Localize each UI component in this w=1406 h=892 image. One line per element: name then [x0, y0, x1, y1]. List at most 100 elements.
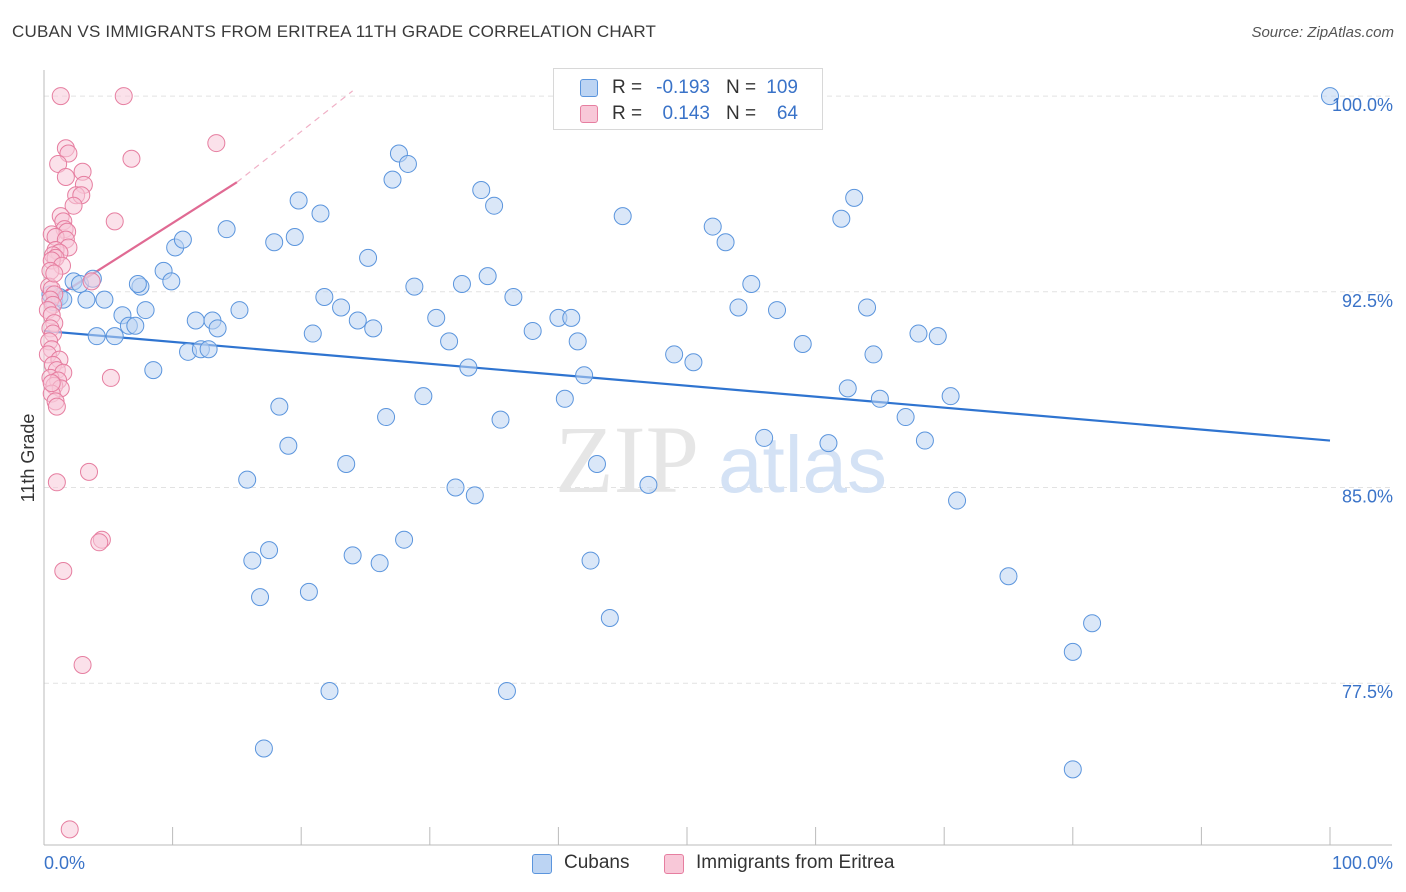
bottom-legend-swatch-cubans — [532, 854, 552, 874]
cuban-point — [819, 434, 838, 453]
chart-title: CUBAN VS IMMIGRANTS FROM ERITREA 11TH GR… — [12, 22, 657, 41]
watermark-atlas: atlas — [718, 420, 887, 509]
cuban-point — [162, 272, 181, 291]
eritrea-point — [73, 655, 92, 674]
y-tick-label: 77.5% — [1342, 682, 1393, 702]
cuban-point — [186, 311, 205, 330]
cuban-point — [1063, 642, 1082, 661]
cuban-point — [128, 274, 147, 293]
cuban-point — [600, 608, 619, 627]
cuban-point — [337, 455, 356, 474]
cuban-point — [87, 327, 106, 346]
cuban-point — [568, 332, 587, 351]
cuban-point — [289, 191, 308, 210]
cuban-point — [870, 389, 889, 408]
legend-r-label: R = — [612, 103, 643, 124]
x-tick-label: 100.0% — [1332, 853, 1393, 873]
cuban-point — [465, 486, 484, 505]
eritrea-trend-extension — [236, 90, 354, 183]
cuban-point — [265, 233, 284, 252]
legend-n-label: N = — [726, 77, 757, 98]
cuban-point — [217, 220, 236, 239]
cuban-point — [414, 387, 433, 406]
cuban-point — [126, 316, 145, 335]
cuban-point — [1321, 87, 1339, 106]
eritrea-point — [82, 272, 101, 291]
cuban-point — [729, 298, 748, 317]
cuban-point — [948, 491, 967, 510]
cuban-point — [136, 301, 155, 320]
cuban-point — [95, 290, 114, 309]
eritrea-point — [47, 473, 66, 492]
cuban-point — [285, 228, 304, 247]
cuban-point — [523, 321, 542, 340]
cuban-point — [446, 478, 465, 497]
cuban-point — [896, 408, 915, 427]
cuban-point — [832, 209, 851, 228]
cuban-point — [105, 327, 124, 346]
cuban-point — [199, 340, 218, 359]
cuban-point — [497, 682, 516, 701]
eritrea-point — [80, 462, 99, 481]
eritrea-point — [56, 167, 75, 186]
cuban-point — [581, 551, 600, 570]
cuban-point — [684, 353, 703, 372]
cuban-point — [459, 358, 478, 377]
cuban-point — [383, 170, 402, 189]
cuban-point — [230, 301, 249, 320]
cuban-point — [999, 567, 1018, 586]
labels-layer: 77.5% 85.0% 92.5% 100.0% 0.0% 100.0% — [44, 95, 1393, 873]
cuban-point — [485, 196, 504, 215]
legend-row-cubans: R = -0.193 N = 109 — [554, 75, 822, 101]
y-tick-label: 85.0% — [1342, 487, 1393, 507]
cuban-point — [1083, 614, 1102, 633]
cuban-point — [359, 248, 378, 267]
legend-n-label: N = — [726, 103, 757, 124]
bottom-legend-label: Cubans — [564, 852, 630, 873]
legend-row-eritrea: R = 0.143 N = 64 — [554, 101, 822, 127]
cuban-point — [478, 267, 497, 286]
cuban-point — [703, 217, 722, 236]
cuban-point — [370, 554, 389, 573]
grid-layer — [44, 95, 1392, 684]
eritrea-point — [64, 196, 83, 215]
cuban-point — [555, 389, 574, 408]
eritrea-point — [51, 87, 70, 106]
cuban-trend-line — [43, 329, 1331, 442]
eritrea-point — [60, 820, 79, 839]
cuban-point — [472, 181, 491, 200]
eritrea-point — [42, 374, 61, 393]
cuban-point — [260, 541, 279, 560]
cuban-point — [311, 204, 330, 223]
points-layer — [38, 87, 1339, 839]
cuban-point — [243, 551, 262, 570]
eritrea-point — [54, 562, 73, 581]
cuban-point — [348, 311, 367, 330]
cuban-point — [587, 455, 606, 474]
cuban-point — [77, 290, 96, 309]
trend-layer — [43, 90, 1331, 442]
cuban-point — [575, 366, 594, 385]
cuban-point — [398, 154, 417, 173]
eritrea-point — [90, 533, 109, 552]
cuban-point — [915, 431, 934, 450]
axes-layer — [43, 70, 1392, 846]
y-tick-label: 100.0% — [1332, 95, 1393, 115]
eritrea-point — [47, 397, 66, 416]
cuban-point — [845, 188, 864, 207]
legend-r-label: R = — [612, 77, 643, 98]
eritrea-point — [114, 87, 133, 106]
cuban-point — [1063, 760, 1082, 779]
cuban-point — [768, 301, 787, 320]
cuban-point — [491, 410, 510, 429]
legend-n-value: 64 — [776, 103, 798, 124]
stats-legend: R = -0.193 N = 109 R = 0.143 N = 64 — [553, 68, 823, 130]
eritrea-point — [207, 134, 226, 153]
legend-r-value: -0.193 — [656, 77, 710, 98]
cuban-point — [238, 470, 257, 489]
cuban-point — [144, 361, 163, 380]
watermark-zip: ZIP — [555, 406, 699, 513]
cuban-point — [208, 319, 227, 338]
cuban-point — [864, 345, 883, 364]
